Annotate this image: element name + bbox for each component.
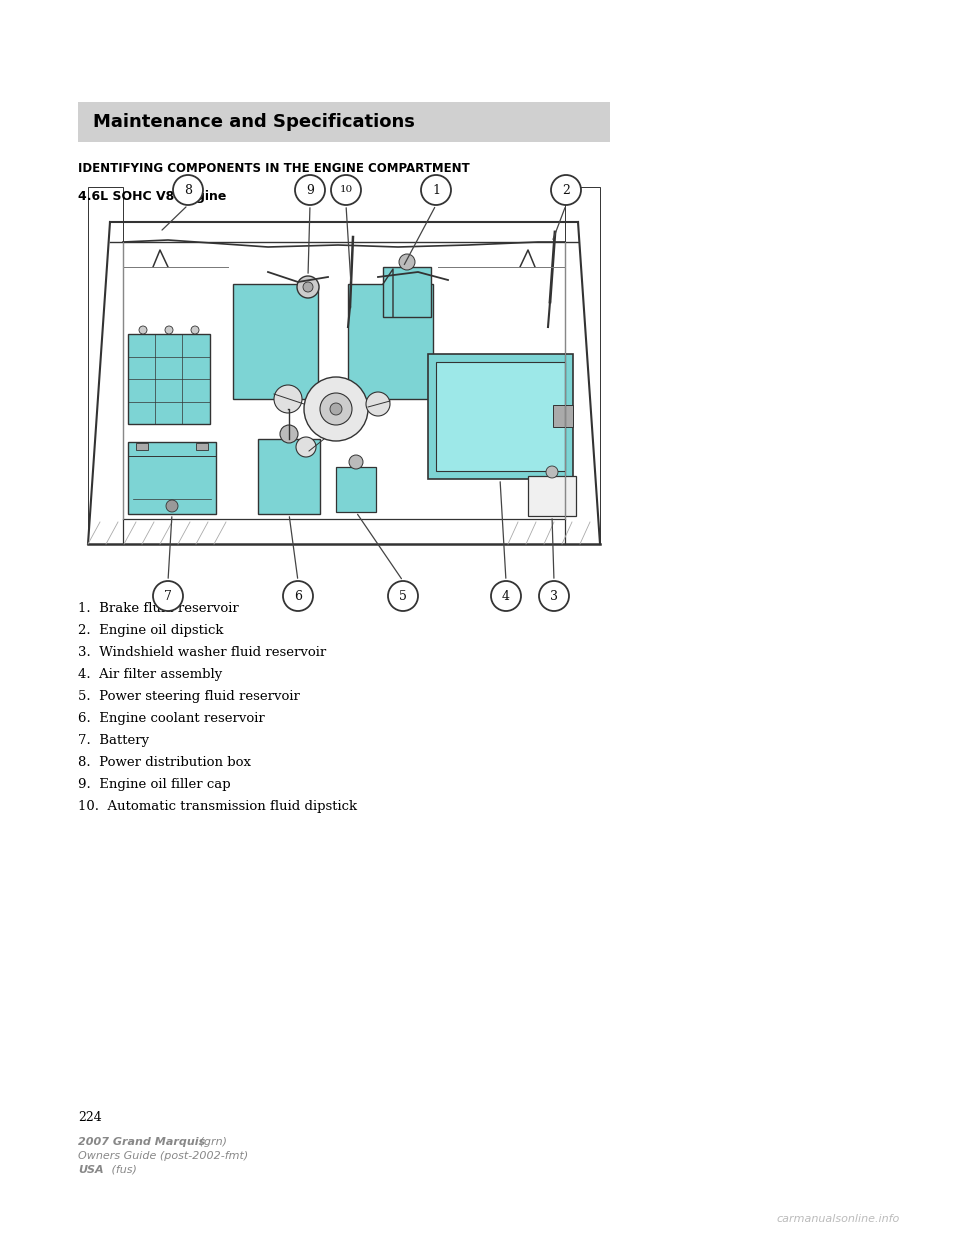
- Circle shape: [551, 175, 581, 205]
- FancyBboxPatch shape: [383, 267, 431, 317]
- FancyBboxPatch shape: [348, 284, 433, 399]
- FancyBboxPatch shape: [128, 334, 210, 424]
- Circle shape: [539, 581, 569, 611]
- Circle shape: [191, 325, 199, 334]
- Circle shape: [421, 175, 451, 205]
- Text: 4: 4: [502, 590, 510, 602]
- Circle shape: [280, 425, 298, 443]
- FancyBboxPatch shape: [258, 438, 320, 514]
- Text: 224: 224: [78, 1112, 102, 1124]
- Circle shape: [274, 385, 302, 414]
- Text: 4.6L SOHC V8 engine: 4.6L SOHC V8 engine: [78, 190, 227, 202]
- Text: IDENTIFYING COMPONENTS IN THE ENGINE COMPARTMENT: IDENTIFYING COMPONENTS IN THE ENGINE COM…: [78, 161, 469, 175]
- Text: 9: 9: [306, 184, 314, 196]
- Circle shape: [304, 378, 368, 441]
- Text: 6: 6: [294, 590, 302, 602]
- Circle shape: [388, 581, 418, 611]
- Circle shape: [295, 175, 325, 205]
- Text: USA: USA: [78, 1165, 104, 1175]
- Circle shape: [153, 581, 183, 611]
- Circle shape: [297, 276, 319, 298]
- Circle shape: [491, 581, 521, 611]
- Text: 10: 10: [340, 185, 352, 195]
- Circle shape: [320, 392, 352, 425]
- FancyBboxPatch shape: [336, 467, 376, 512]
- Text: carmanualsonline.info: carmanualsonline.info: [777, 1213, 900, 1225]
- Circle shape: [283, 581, 313, 611]
- Circle shape: [139, 325, 147, 334]
- Circle shape: [165, 325, 173, 334]
- Text: 2007 Grand Marquis: 2007 Grand Marquis: [78, 1136, 205, 1148]
- Text: 5.  Power steering fluid reservoir: 5. Power steering fluid reservoir: [78, 691, 300, 703]
- Text: 10.  Automatic transmission fluid dipstick: 10. Automatic transmission fluid dipstic…: [78, 800, 357, 814]
- Circle shape: [366, 392, 390, 416]
- Text: 1: 1: [432, 184, 440, 196]
- FancyBboxPatch shape: [528, 476, 576, 515]
- Circle shape: [399, 255, 415, 270]
- Text: 3: 3: [550, 590, 558, 602]
- Circle shape: [296, 437, 316, 457]
- Text: 1.  Brake fluid reservoir: 1. Brake fluid reservoir: [78, 602, 239, 615]
- FancyBboxPatch shape: [233, 284, 318, 399]
- Circle shape: [349, 455, 363, 469]
- Text: 3.  Windshield washer fluid reservoir: 3. Windshield washer fluid reservoir: [78, 646, 326, 660]
- Text: 4.  Air filter assembly: 4. Air filter assembly: [78, 668, 223, 681]
- Text: 7: 7: [164, 590, 172, 602]
- FancyBboxPatch shape: [78, 102, 610, 142]
- Circle shape: [166, 501, 178, 512]
- Circle shape: [173, 175, 203, 205]
- FancyBboxPatch shape: [553, 405, 573, 427]
- Text: 9.  Engine oil filler cap: 9. Engine oil filler cap: [78, 777, 230, 791]
- Circle shape: [330, 402, 342, 415]
- FancyBboxPatch shape: [136, 443, 148, 450]
- Circle shape: [546, 466, 558, 478]
- Text: (fus): (fus): [108, 1165, 137, 1175]
- Text: Maintenance and Specifications: Maintenance and Specifications: [93, 113, 415, 130]
- Text: 7.  Battery: 7. Battery: [78, 734, 149, 746]
- FancyBboxPatch shape: [428, 354, 573, 479]
- Text: 2.  Engine oil dipstick: 2. Engine oil dipstick: [78, 623, 224, 637]
- Circle shape: [331, 175, 361, 205]
- Text: 8.  Power distribution box: 8. Power distribution box: [78, 756, 251, 769]
- Text: Owners Guide (post-2002-fmt): Owners Guide (post-2002-fmt): [78, 1151, 249, 1161]
- FancyBboxPatch shape: [196, 443, 208, 450]
- Text: 8: 8: [184, 184, 192, 196]
- Circle shape: [303, 282, 313, 292]
- Text: 2: 2: [562, 184, 570, 196]
- Text: 5: 5: [399, 590, 407, 602]
- FancyBboxPatch shape: [128, 442, 216, 514]
- Text: (grn): (grn): [196, 1136, 227, 1148]
- FancyBboxPatch shape: [436, 361, 565, 471]
- Text: 6.  Engine coolant reservoir: 6. Engine coolant reservoir: [78, 712, 265, 725]
